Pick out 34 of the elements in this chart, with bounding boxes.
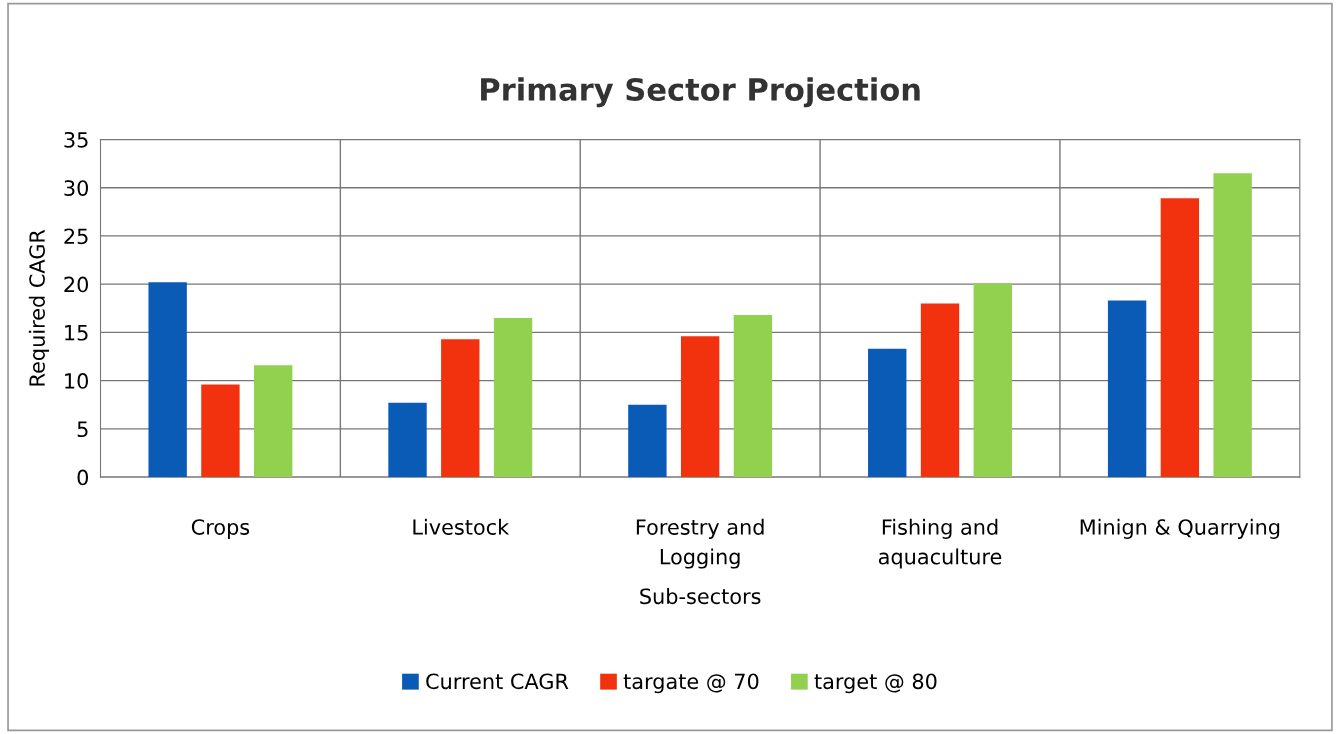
- bar: [388, 402, 427, 478]
- bar: [628, 404, 667, 478]
- y-tick-label: 30: [64, 180, 89, 196]
- bar: [254, 365, 293, 478]
- bar: [441, 339, 480, 478]
- legend-label: targate @ 70: [623, 673, 759, 694]
- bar: [680, 336, 720, 478]
- x-tick-label: Livestock: [413, 518, 510, 535]
- x-tick-label: Forestry and Logging: [636, 518, 764, 569]
- bar: [201, 384, 240, 478]
- y-tick-label: 15: [65, 325, 88, 341]
- bar: [973, 283, 1012, 478]
- x-tick-label: Fishing and aquaculture: [878, 518, 1002, 569]
- bar: [1213, 173, 1252, 478]
- x-axis-title: Sub-sectors: [640, 588, 761, 605]
- bar: [1107, 300, 1147, 478]
- x-tick-label: Crops: [191, 519, 250, 539]
- y-tick-label: 0: [77, 469, 89, 486]
- bar: [493, 317, 533, 478]
- chart-title: Primary Sector Projection: [481, 77, 920, 108]
- y-tick-label: 10: [65, 373, 89, 389]
- legend-label: target @ 80: [814, 673, 937, 694]
- bar: [920, 303, 960, 478]
- bar: [733, 315, 773, 478]
- y-tick-label: 25: [64, 228, 88, 245]
- y-tick-label: 5: [77, 421, 88, 438]
- bar: [148, 282, 187, 478]
- bar: [1160, 198, 1200, 478]
- x-tick-label: Minign & Quarrying: [1080, 518, 1280, 539]
- y-axis-title: Required CAGR: [28, 229, 49, 386]
- y-tick-label: 20: [64, 276, 89, 293]
- y-tick-label: 35: [64, 131, 88, 148]
- bar: [868, 348, 907, 478]
- legend-label: Current CAGR: [426, 673, 569, 690]
